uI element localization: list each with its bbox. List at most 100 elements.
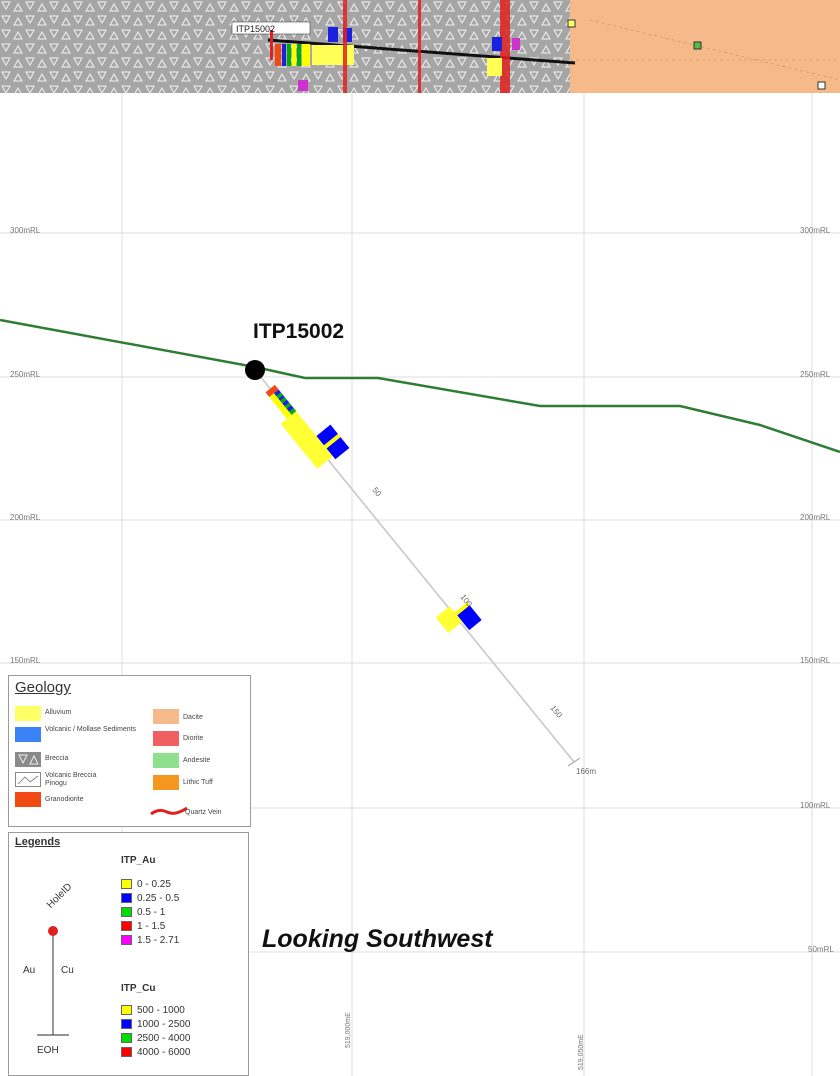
volcanic-breccia-pattern-icon — [17, 775, 39, 785]
topography-line — [0, 318, 840, 454]
au-legend-title: ITP_Au — [121, 855, 156, 866]
au-swatch — [121, 907, 132, 918]
rl-label-right: 250mRL — [800, 370, 831, 379]
plan-strip — [0, 0, 840, 93]
cu-symbol-label: Cu — [61, 965, 74, 976]
depth-label: 150 — [548, 704, 564, 720]
drill-intervals — [265, 384, 482, 633]
cu-swatch — [121, 1033, 132, 1044]
view-direction-caption: Looking Southwest — [262, 925, 493, 953]
geology-legend-title: Geology — [15, 679, 71, 696]
interval-au — [326, 437, 350, 460]
hole-id-label: ITP15002 — [253, 320, 345, 343]
cu-range-label: 1000 - 2500 — [137, 1019, 191, 1030]
andesite-swatch — [153, 753, 179, 768]
interval-cu — [286, 404, 294, 412]
interval-cu — [289, 408, 297, 415]
au-swatch — [121, 893, 132, 904]
hole-symbol-diagram — [37, 926, 69, 1036]
interval-cu — [284, 402, 292, 409]
cu-legend-item: 2500 - 4000 — [121, 1033, 190, 1046]
plan-quartz-vein — [270, 30, 273, 60]
quartz-vein-label: Quartz Vein — [185, 809, 222, 816]
dacite-label: Dacite — [183, 714, 203, 721]
plan-assay-block — [492, 37, 502, 51]
au-swatch — [121, 879, 132, 890]
au-symbol-label: Au — [23, 965, 36, 976]
interval-cu — [278, 394, 285, 402]
au-range-label: 0.25 - 0.5 — [137, 893, 180, 904]
plan-hole-label: ITP15002 — [236, 24, 275, 34]
plan-marker — [567, 19, 576, 28]
breccia-label: Breccia — [45, 755, 69, 762]
lithic-tuff-label: Lithic Tuff — [183, 779, 213, 786]
collar-marker — [245, 360, 265, 380]
easting-label: 519,000mE — [345, 1012, 352, 1048]
plan-section-line — [267, 38, 576, 65]
rl-label-right: 200mRL — [800, 513, 831, 522]
eoh-symbol-label: EOH — [37, 1045, 59, 1056]
eoh-depth-label: 166m — [576, 767, 596, 776]
depth-label: 50 — [370, 486, 383, 499]
volcanic-breccia-label: Volcanic Breccia Pinogu — [45, 772, 97, 787]
au-legend-item: 0 - 0.25 — [121, 879, 171, 892]
cu-swatch — [121, 1005, 132, 1016]
rl-label-left: 200mRL — [10, 513, 41, 522]
diorite-label: Diorite — [183, 735, 204, 742]
geology-legend: Geology Alluvium Volcanic / Mollase Sedi… — [8, 675, 251, 827]
interval-cu — [273, 389, 282, 397]
rl-label-right: 150mRL — [800, 656, 831, 665]
au-legend-item: 1 - 1.5 — [121, 921, 165, 934]
lithic-tuff-swatch — [153, 775, 179, 790]
interval-au — [456, 604, 482, 631]
granodiorite-swatch — [15, 792, 41, 807]
au-range-label: 1.5 - 2.71 — [137, 935, 180, 946]
cu-range-label: 2500 - 4000 — [137, 1033, 191, 1044]
diorite-swatch — [153, 731, 179, 746]
plan-quartz-vein — [500, 0, 510, 93]
cu-range-label: 500 - 1000 — [137, 1005, 185, 1016]
plan-assay-block — [328, 27, 338, 42]
plan-assay-block — [512, 38, 520, 50]
interval-cu — [276, 392, 284, 399]
alluvium-label: Alluvium — [45, 709, 72, 716]
alluvium-swatch — [15, 706, 41, 721]
assay-legend-title: Legends — [15, 836, 61, 848]
interval-au — [316, 424, 338, 446]
rl-label-left: 300mRL — [10, 226, 41, 235]
interval-cu — [280, 397, 287, 404]
cu-legend-item: 4000 - 6000 — [121, 1047, 190, 1060]
plan-assay-block — [298, 80, 308, 91]
au-legend-item: 1.5 - 2.71 — [121, 935, 179, 948]
eoh-tick — [567, 757, 581, 767]
volcanic-breccia-swatch — [15, 772, 41, 787]
rl-label-right: 100mRL — [800, 801, 831, 810]
plan-quartz-vein — [418, 0, 421, 93]
au-swatch — [121, 935, 132, 946]
interval-au — [269, 393, 292, 419]
plan-assay-block — [343, 28, 352, 42]
au-range-label: 0 - 0.25 — [137, 879, 171, 890]
plan-alluvium-block — [487, 58, 502, 76]
andesite-label: Andesite — [183, 757, 211, 764]
section-grid — [0, 93, 840, 1076]
interval-alluvium — [435, 606, 463, 633]
granodiorite-label: Granodiorite — [45, 796, 84, 803]
cu-legend-title: ITP_Cu — [121, 983, 156, 994]
dacite-swatch — [153, 709, 179, 724]
cu-range-label: 4000 - 6000 — [137, 1047, 191, 1058]
rl-label-left: 150mRL — [10, 656, 41, 665]
cu-swatch — [121, 1019, 132, 1030]
au-range-label: 1 - 1.5 — [137, 921, 166, 932]
interval-au — [324, 433, 341, 449]
breccia-swatch — [15, 752, 41, 767]
rl-label-right: 50mRL — [808, 945, 834, 954]
plan-granodiorite-strip — [275, 44, 281, 66]
plan-assay-strip — [287, 44, 291, 66]
plan-dacite-zone — [570, 0, 840, 93]
volcanic-sediments-label: Volcanic / Mollase Sediments — [45, 726, 137, 733]
depth-label: 100 — [458, 593, 474, 609]
interval-alluvium — [280, 411, 333, 469]
